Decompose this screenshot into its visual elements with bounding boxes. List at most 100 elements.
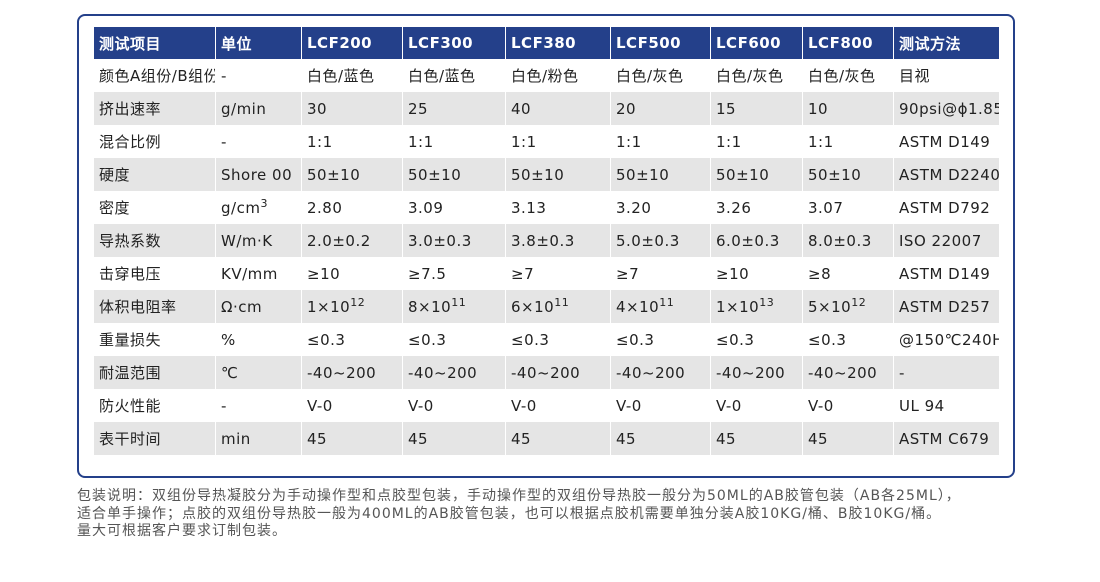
table-cell: 50±10 [301,158,403,191]
table-cell: 3.26 [710,191,803,224]
table-cell: 1×1012 [301,290,403,323]
cell-base: 5×10 [808,297,852,316]
package-note: 包装说明：双组份导热凝胶分为手动操作型和点胶型包装，手动操作型的双组份导热胶一般… [77,488,1087,541]
table-cell: 50±10 [402,158,506,191]
table-cell: 3.8±0.3 [505,224,611,257]
table-cell: ≤0.3 [505,323,611,356]
table-cell: 2.0±0.2 [301,224,403,257]
header-cell: 测试方法 [893,27,999,59]
table-cell: 2.80 [301,191,403,224]
header-cell: 单位 [215,27,302,59]
table-cell: 1:1 [610,125,711,158]
table-cell: -40~200 [301,356,403,389]
table-cell: 6×1011 [505,290,611,323]
table-cell: ASTM D149 [893,125,999,158]
table-cell: - [215,125,302,158]
table-cell: ASTM C679 [893,422,999,455]
table-cell: V-0 [610,389,711,422]
table-row: 混合比例 -1:1 1:1 1:1 1:1 1:1 1:1 ASTM D149 [93,125,999,158]
cell-base: 1×10 [716,297,760,316]
table-cell: UL 94 [893,389,999,422]
table-cell: 1:1 [505,125,611,158]
table-row: 耐温范围 ℃ -40~200 -40~200 -40~200 -40~200 -40~200… [93,356,999,389]
table-cell: 颜色A组份/B组份 [93,59,216,92]
table-cell: ASTM D792 [893,191,999,224]
table-cell: ≥7 [610,257,711,290]
table-cell: 45 [402,422,506,455]
cell-superscript: 11 [659,295,675,309]
cell-superscript: 12 [851,295,867,309]
table-cell: 3.13 [505,191,611,224]
cell-base: 8×10 [408,297,452,316]
table-cell: % [215,323,302,356]
table-row: 颜色A组份/B组份 - 白色/蓝色 白色/蓝色 白色/粉色 白色/灰色 白色/灰色 白色/灰色… [93,59,999,92]
table-cell: 1:1 [301,125,403,158]
table-cell: ≥8 [802,257,894,290]
table-row: 击穿电压 KV/mm ≥10 ≥7.5 ≥7 ≥7 ≥10 ≥8 ASTM D149 [93,257,999,290]
header-cell: 测试项目 [93,27,216,59]
cell-base: g/cm [221,198,261,217]
cell-superscript: 3 [260,196,268,210]
table-row: 表干时间 min 45 45 45 45 45 45 ASTM C679 [93,422,999,455]
table-cell: 白色/粉色 [505,59,611,92]
note-line: 包装说明：双组份导热凝胶分为手动操作型和点胶型包装，手动操作型的双组份导热胶一般… [77,488,961,504]
table-row: 硬度 Shore 00 50±10 50±10 50±10 50±10 50±10 50±10… [93,158,999,191]
note-line: 量大可根据客户要求订制包装。 [77,523,287,539]
table-cell: ASTM D149 [893,257,999,290]
header-row: 测试项目 单位 LCF200 LCF300 LCF380 LCF500 LCF600 LCF8… [93,27,999,59]
spec-table: 测试项目 单位 LCF200 LCF300 LCF380 LCF500 LCF600 LCF8… [93,27,999,455]
table-cell: 15 [710,92,803,125]
cell-base: 1×10 [307,297,351,316]
cell-superscript: 12 [350,295,366,309]
table-cell: 30 [301,92,403,125]
table-cell: ISO 22007 [893,224,999,257]
table-cell: 50±10 [710,158,803,191]
table-cell: 3.20 [610,191,711,224]
table-cell: ASTM D2240 [893,158,999,191]
cell-base: 6×10 [511,297,555,316]
table-cell: 40 [505,92,611,125]
table-cell: V-0 [802,389,894,422]
table-cell: V-0 [505,389,611,422]
header-cell: LCF500 [610,27,711,59]
table-cell: ≥10 [301,257,403,290]
table-cell: Ω·cm [215,290,302,323]
table-row: 重量损失% ≤0.3 ≤0.3 ≤0.3 ≤0.3 ≤0.3 ≤0.3 @150℃240H [93,323,999,356]
table-cell: 防火性能 [93,389,216,422]
table-cell: 1:1 [402,125,506,158]
table-cell: 体积电阻率 [93,290,216,323]
table-cell: 目视 [893,59,999,92]
table-cell: 3.09 [402,191,506,224]
table-cell: min [215,422,302,455]
table-cell: 50±10 [802,158,894,191]
table-cell: ≤0.3 [402,323,506,356]
table-cell: 45 [802,422,894,455]
table-cell: 表干时间 [93,422,216,455]
table-cell: 45 [710,422,803,455]
table-cell: ASTM D257 [893,290,999,323]
table-cell: V-0 [710,389,803,422]
table-cell: ≥7 [505,257,611,290]
table-cell: 45 [610,422,711,455]
table-cell: 50±10 [610,158,711,191]
table-cell: 硬度 [93,158,216,191]
table-cell: 白色/灰色 [710,59,803,92]
table-cell: W/m·K [215,224,302,257]
table-cell: 白色/灰色 [610,59,711,92]
table-cell: - [215,389,302,422]
table-cell: 3.07 [802,191,894,224]
table-cell: 重量损失 [93,323,216,356]
table-body: 颜色A组份/B组份 - 白色/蓝色 白色/蓝色 白色/粉色 白色/灰色 白色/灰色 白色/灰色… [93,59,999,455]
note-line: 适合单手操作；点胶的双组份导热胶一般为400ML的AB胶管包装，也可以根据点胶机… [77,505,942,522]
table-cell: 1:1 [710,125,803,158]
table-cell: - [893,356,999,389]
table-cell: ≤0.3 [610,323,711,356]
table-cell: 10 [802,92,894,125]
cell-base: 4×10 [616,297,660,316]
table-cell: g/cm3 [215,191,302,224]
table-cell: ≥7.5 [402,257,506,290]
header-cell: LCF380 [505,27,611,59]
table-cell: 击穿电压 [93,257,216,290]
table-frame [77,14,1015,478]
